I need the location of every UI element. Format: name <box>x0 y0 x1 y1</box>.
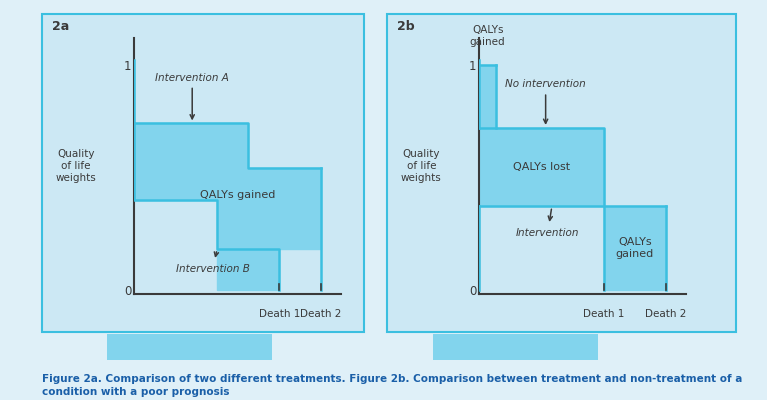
Text: Death 2: Death 2 <box>300 308 341 318</box>
Text: 2b: 2b <box>397 20 415 33</box>
Text: QALYs gained: QALYs gained <box>200 190 275 200</box>
Text: No intervention: No intervention <box>505 80 586 123</box>
Text: Death 1: Death 1 <box>258 308 300 318</box>
Polygon shape <box>479 128 604 206</box>
Text: 2a: 2a <box>52 20 69 33</box>
Text: Time: Time <box>502 342 529 352</box>
Text: Intervention A: Intervention A <box>155 73 229 119</box>
Polygon shape <box>134 123 321 290</box>
Text: Quality
of life
weights: Quality of life weights <box>56 150 97 182</box>
Text: Quality
of life
weights: Quality of life weights <box>401 150 442 182</box>
Text: QALYs
gained: QALYs gained <box>470 25 505 47</box>
Text: Death 2: Death 2 <box>645 308 686 318</box>
Text: QALYs
gained: QALYs gained <box>616 237 653 259</box>
Text: Intervention: Intervention <box>516 209 579 238</box>
Text: Intervention B: Intervention B <box>176 252 250 274</box>
Polygon shape <box>479 65 496 128</box>
Text: Death 1: Death 1 <box>583 308 624 318</box>
Text: QALYs lost: QALYs lost <box>513 162 570 172</box>
Polygon shape <box>604 206 666 290</box>
Text: condition with a poor prognosis: condition with a poor prognosis <box>42 387 229 397</box>
Text: Figure 2a. Comparison of two different treatments. Figure 2b. Comparison between: Figure 2a. Comparison of two different t… <box>42 374 742 384</box>
Text: Time: Time <box>176 342 204 352</box>
